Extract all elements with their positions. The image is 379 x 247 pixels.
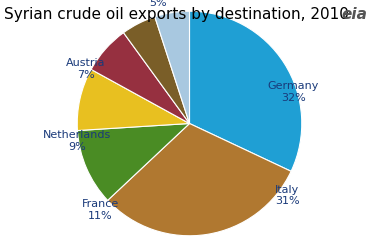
- Wedge shape: [91, 33, 190, 124]
- Text: Italy
31%: Italy 31%: [275, 185, 300, 206]
- Text: Austria
7%: Austria 7%: [66, 58, 106, 80]
- Text: Netherlands
9%: Netherlands 9%: [43, 130, 111, 152]
- Wedge shape: [155, 11, 190, 124]
- Text: Other
5%: Other 5%: [205, 0, 237, 2]
- Wedge shape: [108, 124, 291, 236]
- Text: eia: eia: [342, 7, 368, 22]
- Text: France
11%: France 11%: [81, 199, 119, 221]
- Wedge shape: [77, 69, 190, 131]
- Text: Germany
32%: Germany 32%: [268, 81, 319, 103]
- Wedge shape: [190, 11, 302, 171]
- Wedge shape: [124, 17, 190, 124]
- Text: Spain
5%: Spain 5%: [142, 0, 174, 8]
- Text: Syrian crude oil exports by destination, 2010: Syrian crude oil exports by destination,…: [4, 7, 349, 22]
- Wedge shape: [77, 124, 190, 200]
